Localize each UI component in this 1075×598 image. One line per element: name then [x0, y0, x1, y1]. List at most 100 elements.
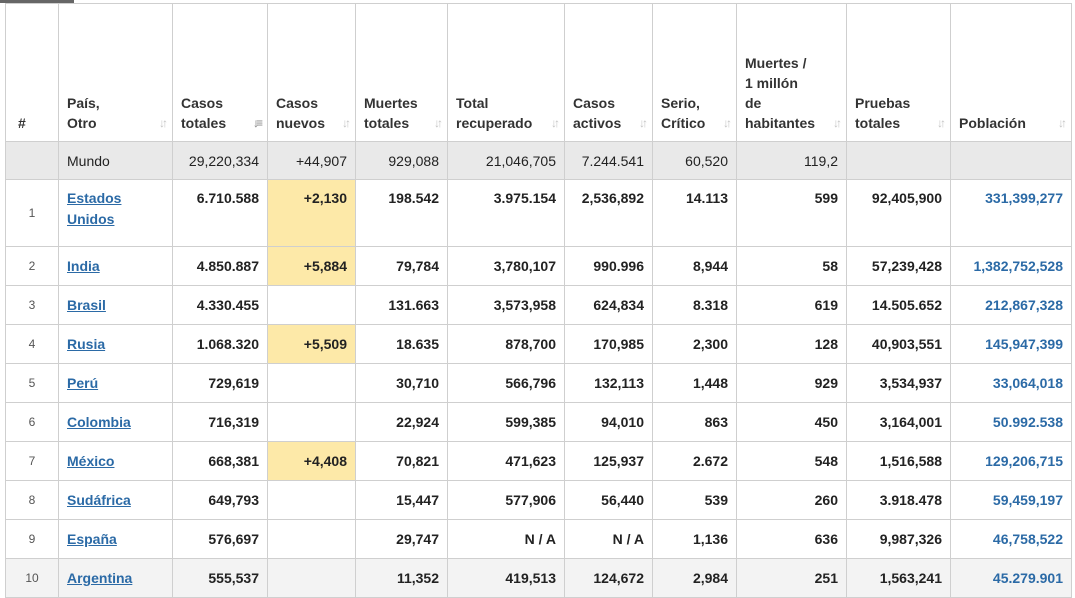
- rank-cell: 3: [5, 285, 59, 325]
- hdr-serious-critical-label: Serio, Crítico: [661, 95, 706, 131]
- sort-arrows-icon[interactable]: ↓↑: [723, 116, 732, 130]
- total-tests-cell: 92,405,900: [846, 179, 951, 247]
- table-header-row: # País, Otro ↓↑ Casos totales ↓≡ Casos nuevos…: [5, 3, 1072, 142]
- population-cell[interactable]: 145,947,399: [950, 324, 1072, 364]
- serious-critical-cell: 2,984: [652, 558, 737, 598]
- total-recovered-cell: 566,796: [447, 363, 565, 403]
- hdr-total-recovered-label: Total recuperado: [456, 95, 533, 131]
- sort-arrows-icon[interactable]: ↓↑: [1058, 116, 1067, 130]
- population-cell[interactable]: 1,382,752,528: [950, 246, 1072, 286]
- country-link[interactable]: Argentina: [67, 570, 133, 586]
- population-cell[interactable]: 59,459,197: [950, 480, 1072, 520]
- hdr-country[interactable]: País, Otro ↓↑: [58, 3, 173, 142]
- country-link[interactable]: Rusia: [67, 336, 106, 352]
- country-link[interactable]: México: [67, 453, 115, 469]
- total-tests-cell: 1,516,588: [846, 441, 951, 481]
- active-cases-cell: 94,010: [564, 402, 653, 442]
- deaths-per-million-cell: 450: [736, 402, 847, 442]
- sort-arrows-icon[interactable]: ↓↑: [159, 116, 168, 130]
- serious-critical-cell: 2.672: [652, 441, 737, 481]
- table-row: 1 Estados Unidos 6.710.588 +2,130 198.542 3.9…: [5, 179, 1072, 247]
- deaths-per-million-cell: 636: [736, 519, 847, 559]
- hdr-deaths-per-million[interactable]: Muertes / 1 millón de habitantes ↓↑: [736, 3, 847, 142]
- hdr-rank[interactable]: #: [5, 3, 59, 142]
- country-link[interactable]: Perú: [67, 375, 99, 391]
- covid-stats-table: # País, Otro ↓↑ Casos totales ↓≡ Casos nuevos…: [5, 3, 1072, 598]
- world-total-row: Mundo 29,220,334 +44,907 929,088 21,046,705 7…: [5, 141, 1072, 180]
- total-recovered-cell: 577,906: [447, 480, 565, 520]
- sort-arrows-icon[interactable]: ↓↑: [434, 116, 443, 130]
- total-tests-cell: 14.505.652: [846, 285, 951, 325]
- world-active-cases-cell: 7.244.541: [564, 141, 653, 180]
- world-total-cases-cell: 29,220,334: [172, 141, 268, 180]
- hdr-active-cases-label: Casos activos: [573, 95, 622, 131]
- new-cases-cell: [267, 285, 356, 325]
- total-tests-cell: 9,987,326: [846, 519, 951, 559]
- country-cell: Sudáfrica: [58, 480, 173, 520]
- total-cases-cell: 729,619: [172, 363, 268, 403]
- hdr-rank-label: #: [18, 115, 26, 131]
- hdr-total-tests[interactable]: Pruebas totales ↓↑: [846, 3, 951, 142]
- hdr-new-cases[interactable]: Casos nuevos ↓↑: [267, 3, 356, 142]
- country-link[interactable]: Sudáfrica: [67, 492, 131, 508]
- hdr-deaths-per-million-label: Muertes / 1 millón de habitantes: [745, 55, 816, 131]
- hdr-total-cases-label: Casos totales: [181, 95, 227, 131]
- deaths-per-million-cell: 251: [736, 558, 847, 598]
- deaths-per-million-cell: 128: [736, 324, 847, 364]
- population-cell[interactable]: 212,867,328: [950, 285, 1072, 325]
- population-cell[interactable]: 331,399,277: [950, 179, 1072, 247]
- rank-cell: 1: [5, 179, 59, 247]
- sort-arrows-icon[interactable]: ↓↑: [551, 116, 560, 130]
- total-cases-cell: 1.068.320: [172, 324, 268, 364]
- population-cell[interactable]: 45.279.901: [950, 558, 1072, 598]
- active-cases-cell: 990.996: [564, 246, 653, 286]
- hdr-total-recovered[interactable]: Total recuperado ↓↑: [447, 3, 565, 142]
- sort-arrows-icon[interactable]: ↓↑: [937, 116, 946, 130]
- table-row: 2 India 4.850.887 +5,884 79,784 3,780,107 990.…: [5, 246, 1072, 286]
- population-cell[interactable]: 33,064,018: [950, 363, 1072, 403]
- hdr-population[interactable]: Población ↓↑: [950, 3, 1072, 142]
- serious-critical-cell: 1,448: [652, 363, 737, 403]
- total-cases-cell: 4.850.887: [172, 246, 268, 286]
- country-link[interactable]: India: [67, 258, 100, 274]
- new-cases-cell: [267, 519, 356, 559]
- table-row: 3 Brasil 4.330.455 131.663 3,573,958 624,834 8…: [5, 285, 1072, 325]
- country-link[interactable]: España: [67, 531, 117, 547]
- active-cases-cell: 2,536,892: [564, 179, 653, 247]
- population-cell[interactable]: 129,206,715: [950, 441, 1072, 481]
- hdr-total-deaths-label: Muertes totales: [364, 95, 418, 131]
- world-new-cases-cell: +44,907: [267, 141, 356, 180]
- country-cell: Brasil: [58, 285, 173, 325]
- rank-cell: 6: [5, 402, 59, 442]
- hdr-serious-critical[interactable]: Serio, Crítico ↓↑: [652, 3, 737, 142]
- population-cell[interactable]: 46,758,522: [950, 519, 1072, 559]
- new-cases-cell: +5,509: [267, 324, 356, 364]
- hdr-active-cases[interactable]: Casos activos ↓↑: [564, 3, 653, 142]
- table-row: 8 Sudáfrica 649,793 15,447 577,906 56,440 539 2…: [5, 480, 1072, 520]
- total-recovered-cell: 3.975.154: [447, 179, 565, 247]
- population-cell[interactable]: 50.992.538: [950, 402, 1072, 442]
- rank-cell: 2: [5, 246, 59, 286]
- hdr-total-cases[interactable]: Casos totales ↓≡: [172, 3, 268, 142]
- rank-cell: 5: [5, 363, 59, 403]
- country-link[interactable]: Brasil: [67, 297, 106, 313]
- country-link[interactable]: Estados Unidos: [67, 190, 122, 227]
- country-link[interactable]: Colombia: [67, 414, 131, 430]
- sort-descending-icon[interactable]: ↓≡: [252, 116, 263, 130]
- deaths-per-million-cell: 599: [736, 179, 847, 247]
- total-tests-cell: 1,563,241: [846, 558, 951, 598]
- total-recovered-cell: 878,700: [447, 324, 565, 364]
- sort-arrows-icon[interactable]: ↓↑: [833, 116, 842, 130]
- sort-arrows-icon[interactable]: ↓↑: [342, 116, 351, 130]
- total-tests-cell: 3.918.478: [846, 480, 951, 520]
- total-deaths-cell: 198.542: [355, 179, 448, 247]
- new-cases-cell: [267, 558, 356, 598]
- serious-critical-cell: 8,944: [652, 246, 737, 286]
- hdr-total-deaths[interactable]: Muertes totales ↓↑: [355, 3, 448, 142]
- total-recovered-cell: N / A: [447, 519, 565, 559]
- total-deaths-cell: 70,821: [355, 441, 448, 481]
- total-deaths-cell: 131.663: [355, 285, 448, 325]
- sort-arrows-icon[interactable]: ↓↑: [639, 116, 648, 130]
- total-recovered-cell: 3,780,107: [447, 246, 565, 286]
